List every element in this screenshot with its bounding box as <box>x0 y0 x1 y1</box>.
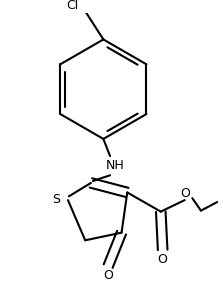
Text: NH: NH <box>105 159 124 172</box>
Text: O: O <box>181 187 191 200</box>
Text: O: O <box>158 253 168 266</box>
Text: O: O <box>103 269 113 282</box>
Text: Cl: Cl <box>67 0 79 12</box>
Text: S: S <box>52 193 60 206</box>
